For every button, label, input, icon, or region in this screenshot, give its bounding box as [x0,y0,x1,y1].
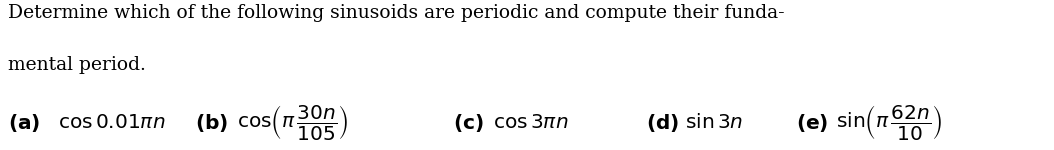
Text: $\sin\!\left(\pi\,\dfrac{62n}{10}\right)$: $\sin\!\left(\pi\,\dfrac{62n}{10}\right)… [836,103,942,142]
Text: $\mathbf{(a)}$: $\mathbf{(a)}$ [8,112,41,134]
Text: $\cos\!\left(\pi\,\dfrac{30n}{105}\right)$: $\cos\!\left(\pi\,\dfrac{30n}{105}\right… [237,103,349,142]
Text: Determine which of the following sinusoids are periodic and compute their funda-: Determine which of the following sinusoi… [8,4,785,22]
Text: $\mathbf{(d)}$: $\mathbf{(d)}$ [646,112,679,134]
Text: $\mathbf{(c)}$: $\mathbf{(c)}$ [453,112,484,134]
Text: $\mathbf{(e)}$: $\mathbf{(e)}$ [796,112,828,134]
Text: $\cos 0.01\pi n$: $\cos 0.01\pi n$ [58,114,165,132]
Text: $\sin 3n$: $\sin 3n$ [685,114,743,132]
Text: mental period.: mental period. [8,56,147,74]
Text: $\mathbf{(b)}$: $\mathbf{(b)}$ [195,112,228,134]
Text: $\cos 3\pi n$: $\cos 3\pi n$ [493,114,569,132]
